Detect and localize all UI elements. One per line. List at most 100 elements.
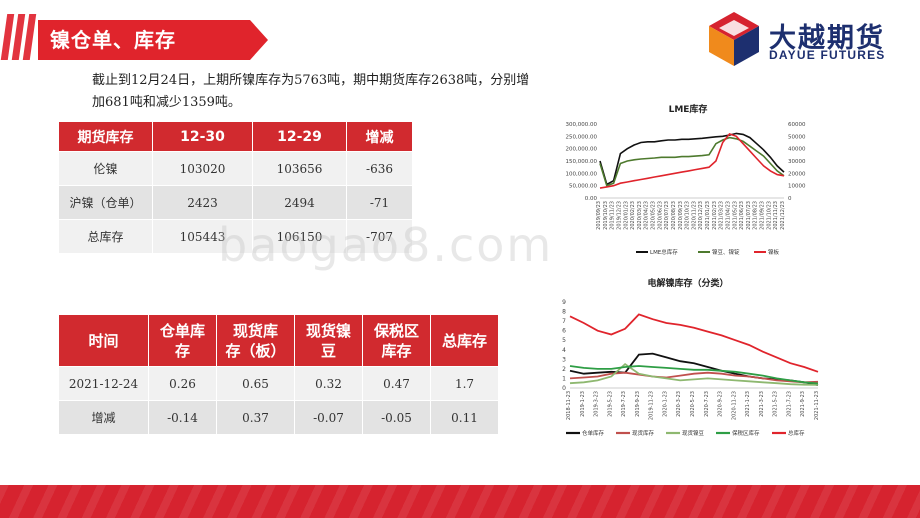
x-tick-label: 2020/05/23 (651, 201, 657, 230)
table-header-cell: 保税区 库存 (362, 314, 431, 367)
series-line (569, 371, 819, 384)
table-cell: 0.47 (362, 366, 431, 401)
legend-label: 镍豆、镍锭 (712, 248, 740, 256)
summary-line-2: 加681吨和减少1359吨。 (92, 95, 241, 110)
x-tick-label: 2020-5-23 (690, 391, 696, 417)
x-tick-label: 2020-7-23 (704, 391, 710, 417)
x-tick-label: 2020/07/23 (664, 201, 670, 230)
table-cell: -707 (346, 219, 413, 254)
table-cell: 2021-12-24 (58, 366, 149, 401)
y-left-tick-label: 100,000.00 (566, 171, 598, 177)
x-tick-label: 2021/10/23 (766, 201, 772, 230)
legend-label: LME总库存 (650, 248, 678, 256)
table-cell: 0.26 (148, 366, 217, 401)
table-cell: -0.05 (362, 400, 431, 435)
legend-label: 仓单库存 (582, 429, 605, 437)
x-tick-label: 2019-1-23 (580, 391, 586, 417)
table-cell: -636 (346, 151, 413, 186)
legend-label: 保税区库存 (732, 429, 760, 437)
table-header-cell: 12-29 (252, 121, 347, 152)
table-row: 伦镍 103020 103656 -636 (58, 151, 413, 186)
x-tick-label: 2021/09/23 (760, 201, 766, 230)
futures-inventory-table: 期货库存 12-30 12-29 增减 伦镍 103020 103656 -63… (58, 121, 413, 254)
y-left-tick-label: 150,000.00 (566, 159, 598, 165)
lme-inventory-chart: LME库存 300,000.00 250,000.00 200,000.00 150,0… (548, 98, 828, 263)
page-title: 镍仓单、库存 (50, 28, 176, 52)
table-cell: 2494 (252, 185, 347, 220)
series-line (569, 352, 819, 386)
table-cell: -71 (346, 185, 413, 220)
table-header-cell: 12-30 (152, 121, 253, 152)
x-tick-label: 2021/01/23 (705, 201, 711, 230)
x-tick-label: 2020/02/23 (630, 201, 636, 230)
x-tick-label: 2019/11/23 (610, 201, 616, 230)
x-tick-label: 2020/12/23 (698, 201, 704, 230)
table-header-cell: 仓单库存 (148, 314, 217, 367)
x-tick-label: 2021-11-23 (814, 391, 820, 420)
x-tick-label: 2021-7-23 (786, 391, 792, 417)
y-left-tick-label: 200,000.00 (566, 147, 598, 153)
x-tick-label: 2020/03/23 (637, 201, 643, 230)
x-tick-label: 2020/09/23 (678, 201, 684, 230)
x-tick-label: 2020-1-23 (662, 391, 668, 417)
series-line (569, 362, 819, 386)
x-tick-label: 2020-11-23 (731, 391, 737, 420)
table-cell: -0.07 (294, 400, 363, 435)
chart-title: LME库存 (669, 103, 708, 115)
table-row: 增减 -0.14 0.37 -0.07 -0.05 0.11 (58, 400, 499, 435)
x-tick-label: 2021/07/23 (746, 201, 752, 230)
title-banner: 镍仓单、库存 (38, 20, 268, 60)
y-right-tick-label: 0 (788, 196, 792, 202)
table-cell: 1.7 (430, 366, 499, 401)
x-tick-label: 2021/02/23 (712, 201, 718, 230)
table-header-cell: 增减 (346, 121, 413, 152)
series-line (599, 132, 785, 189)
x-tick-label: 2020/04/23 (644, 201, 650, 230)
summary-paragraph: 截止到12月24日，上期所镍库存为5763吨，期中期货库存2638吨，分别增 加… (92, 70, 532, 114)
spot-inventory-table: 时间 仓单库存 现货库 存（板） 现货镍豆 保税区 库存 总库存 2021-12-2… (58, 314, 499, 435)
y-tick-label: 4 (562, 347, 566, 354)
x-tick-label: 2020-3-23 (676, 391, 682, 417)
summary-line-1: 截止到12月24日，上期所镍库存为5763吨，期中期货库存2638吨，分别增 (92, 73, 530, 88)
series-line (569, 365, 819, 385)
x-tick-label: 2021/05/23 (732, 201, 738, 230)
table-header-cell: 总库存 (430, 314, 499, 367)
company-logo: 大越期货 DAYUE FUTURES (705, 10, 905, 70)
y-tick-label: 1 (562, 375, 566, 382)
x-tick-label: 2020/10/23 (685, 201, 691, 230)
y-right-tick-label: 30000 (788, 159, 806, 165)
table-cell: 0.65 (216, 366, 295, 401)
x-tick-label: 2019-11-23 (649, 391, 655, 420)
legend-label: 现货库存 (632, 429, 655, 437)
x-tick-label: 2021/11/23 (773, 201, 779, 230)
y-right-tick-label: 60000 (788, 122, 806, 128)
table-cell: 总库存 (58, 219, 153, 254)
table-cell: -0.14 (148, 400, 217, 435)
y-tick-label: 7 (562, 318, 566, 325)
y-tick-label: 8 (562, 309, 566, 316)
logo-chinese-name: 大越期货 (769, 23, 885, 54)
y-right-tick-label: 10000 (788, 184, 806, 190)
x-tick-label: 2018-11-23 (566, 391, 572, 420)
x-tick-label: 2019-5-23 (607, 391, 613, 417)
series-line (599, 136, 785, 187)
legend-label: 现货镍豆 (682, 429, 705, 437)
table-header-cell: 期货库存 (58, 121, 153, 152)
footer-bar (0, 485, 920, 518)
table-cell: 增减 (58, 400, 149, 435)
x-tick-label: 2019-7-23 (621, 391, 627, 417)
table-cell: 0.32 (294, 366, 363, 401)
y-left-tick-label: 300,000.00 (566, 122, 598, 128)
y-tick-label: 5 (562, 337, 566, 344)
x-tick-label: 2020/01/23 (623, 201, 629, 230)
x-tick-label: 2019/09/23 (596, 201, 602, 230)
x-tick-label: 2020-9-23 (718, 391, 724, 417)
logo-cube-icon (709, 12, 759, 66)
x-tick-label: 2020/06/23 (657, 201, 663, 230)
y-tick-label: 2 (562, 366, 566, 373)
table-cell: 沪镍（仓单） (58, 185, 153, 220)
x-tick-label: 2021/06/23 (739, 201, 745, 230)
y-tick-label: 9 (562, 299, 566, 306)
y-left-tick-label: 50,000.00 (569, 184, 597, 190)
x-tick-label: 2020/11/23 (691, 201, 697, 230)
